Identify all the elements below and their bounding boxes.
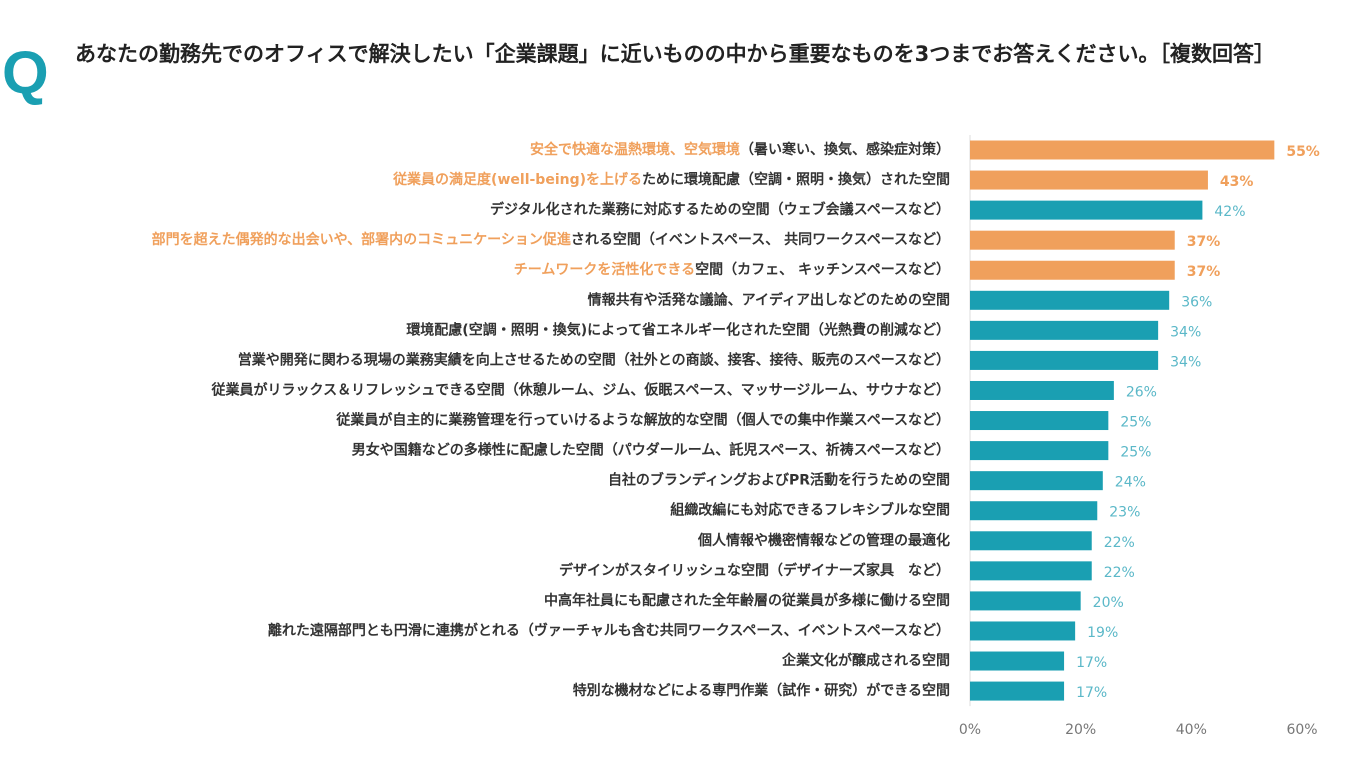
category-label: 従業員がリラックス＆リフレッシュできる空間（休憩ルーム、ジム、仮眠スペース、マッ… [211, 381, 951, 398]
category-label-part: される空間（イベントスペース、 共同ワークスペースなど） [571, 231, 950, 248]
title: あなたの勤務先でのオフィスで解決したい「企業課題」に近いものの中から重要なものを… [75, 42, 1276, 66]
category-label-part: 営業や開発に関わる現場の業務実績を向上させるための空間（社外との商談、接客、接待… [238, 351, 950, 368]
category-label-part: デザインがスタイリッシュな空間（デザイナーズ家具 など） [559, 562, 950, 579]
value-label: 25% [1120, 445, 1151, 461]
bar [970, 290, 1170, 310]
bar [970, 471, 1103, 491]
category-label: 環境配慮(空調・照明・換気)によって省エネルギー化された空間（光熱費の削減など） [406, 321, 950, 338]
bar [970, 441, 1109, 461]
x-tick-label: 20% [1065, 722, 1096, 738]
bar [970, 380, 1114, 400]
category-label-part: ために環境配慮（空調・照明・換気）された空間 [642, 171, 950, 188]
category-label: チームワークを活性化できる空間（カフェ、 キッチンスペースなど） [514, 261, 950, 278]
category-label: 個人情報や機密情報などの管理の最適化 [697, 532, 950, 549]
category-label-part: 従業員の満足度(well-being)を上げる [392, 171, 642, 188]
category-label-part: 部門を超えた偶発的な出会いや、部署内のコミュニケーション促進 [152, 231, 571, 248]
category-label-part: チームワークを活性化できる [514, 261, 695, 278]
bar [970, 531, 1092, 551]
value-label: 43% [1220, 174, 1254, 190]
category-label: 中高年社員にも配慮された全年齢層の従業員が多様に働ける空間 [544, 592, 950, 609]
category-label: 企業文化が醸成される空間 [781, 652, 950, 669]
category-label: 部門を超えた偶発的な出会いや、部署内のコミュニケーション促進される空間（イベント… [152, 231, 950, 248]
x-tick-label: 40% [1176, 722, 1207, 738]
category-label-part: 自社のブランディングおよびPR活動を行うための空間 [608, 472, 950, 489]
value-label: 25% [1120, 415, 1151, 431]
bar [970, 561, 1092, 581]
category-label-part: 中高年社員にも配慮された全年齢層の従業員が多様に働ける空間 [544, 592, 950, 609]
value-label: 37% [1187, 264, 1221, 280]
value-label: 20% [1093, 595, 1124, 611]
value-label: 34% [1170, 354, 1201, 370]
bar [970, 621, 1076, 641]
value-label: 17% [1076, 655, 1107, 671]
category-label: 自社のブランディングおよびPR活動を行うための空間 [608, 472, 950, 489]
q-mark: Q [2, 39, 49, 106]
category-label-part: 従業員が自主的に業務管理を行っていけるような解放的な空間（個人での集中作業スペー… [335, 412, 950, 429]
category-label: 安全で快適な温熱環境、空気環境（暑い寒い、換気、感染症対策） [530, 141, 950, 158]
x-tick-label: 60% [1286, 722, 1317, 738]
category-label-part: 組織改編にも対応できるフレキシブルな空間 [670, 502, 950, 519]
value-label: 22% [1104, 565, 1135, 581]
value-label: 34% [1170, 324, 1201, 340]
value-label: 23% [1109, 505, 1140, 521]
category-label-part: 企業文化が醸成される空間 [781, 652, 950, 669]
value-label: 55% [1286, 144, 1320, 160]
bar [970, 230, 1175, 250]
category-label-part: 環境配慮(空調・照明・換気)によって省エネルギー化された空間（光熱費の削減など） [406, 321, 950, 338]
category-label: デザインがスタイリッシュな空間（デザイナーズ家具 など） [559, 562, 950, 579]
bar [970, 170, 1208, 190]
category-label-part: 個人情報や機密情報などの管理の最適化 [697, 532, 950, 549]
category-label-part: 従業員がリラックス＆リフレッシュできる空間（休憩ルーム、ジム、仮眠スペース、マッ… [211, 381, 951, 398]
bar [970, 501, 1098, 521]
value-label: 26% [1126, 384, 1157, 400]
bar [970, 320, 1159, 340]
category-label-part: 情報共有や活発な議論、アイディア出しなどのための空間 [588, 291, 950, 308]
bar [970, 591, 1081, 611]
category-label: 従業員が自主的に業務管理を行っていけるような解放的な空間（個人での集中作業スペー… [335, 412, 950, 429]
category-label: 従業員の満足度(well-being)を上げるために環境配慮（空調・照明・換気）… [392, 171, 950, 188]
value-label: 22% [1104, 535, 1135, 551]
category-label-part: 特別な機材などによる専門作業（試作・研究）ができる空間 [573, 682, 950, 699]
value-label: 37% [1187, 234, 1221, 250]
value-label: 17% [1076, 685, 1107, 701]
value-label: 36% [1181, 294, 1212, 310]
category-label: 離れた遠隔部門とも円滑に連携がとれる（ヴァーチャルも含む共同ワークスペース、イベ… [268, 622, 950, 639]
bar [970, 681, 1065, 701]
category-label-part: （暑い寒い、換気、感染症対策） [740, 141, 950, 158]
bar [970, 140, 1275, 160]
bar [970, 651, 1065, 671]
category-label-part: 離れた遠隔部門とも円滑に連携がとれる（ヴァーチャルも含む共同ワークスペース、イベ… [268, 622, 950, 639]
x-tick-label: 0% [959, 722, 981, 738]
value-label: 24% [1115, 475, 1146, 491]
bar [970, 411, 1109, 431]
category-label-part: 男女や国籍などの多様性に配慮した空間（パウダールーム、託児スペース、祈祷スペース… [352, 442, 950, 459]
category-label: デジタル化された業務に対応するための空間（ウェブ会議スペースなど） [490, 201, 950, 218]
category-label: 組織改編にも対応できるフレキシブルな空間 [670, 502, 950, 519]
bar [970, 200, 1203, 220]
category-label: 男女や国籍などの多様性に配慮した空間（パウダールーム、託児スペース、祈祷スペース… [352, 442, 950, 459]
category-label: 特別な機材などによる専門作業（試作・研究）ができる空間 [573, 682, 950, 699]
category-label-part: デジタル化された業務に対応するための空間（ウェブ会議スペースなど） [490, 201, 950, 218]
category-label-part: 安全で快適な温熱環境、空気環境 [530, 141, 740, 158]
category-label-part: 空間（カフェ、 キッチンスペースなど） [695, 261, 950, 278]
value-label: 19% [1087, 625, 1118, 641]
category-label: 情報共有や活発な議論、アイディア出しなどのための空間 [588, 291, 950, 308]
category-label: 営業や開発に関わる現場の業務実績を向上させるための空間（社外との商談、接客、接待… [238, 351, 950, 368]
value-label: 42% [1214, 204, 1245, 220]
bar [970, 260, 1175, 280]
bar [970, 350, 1159, 370]
